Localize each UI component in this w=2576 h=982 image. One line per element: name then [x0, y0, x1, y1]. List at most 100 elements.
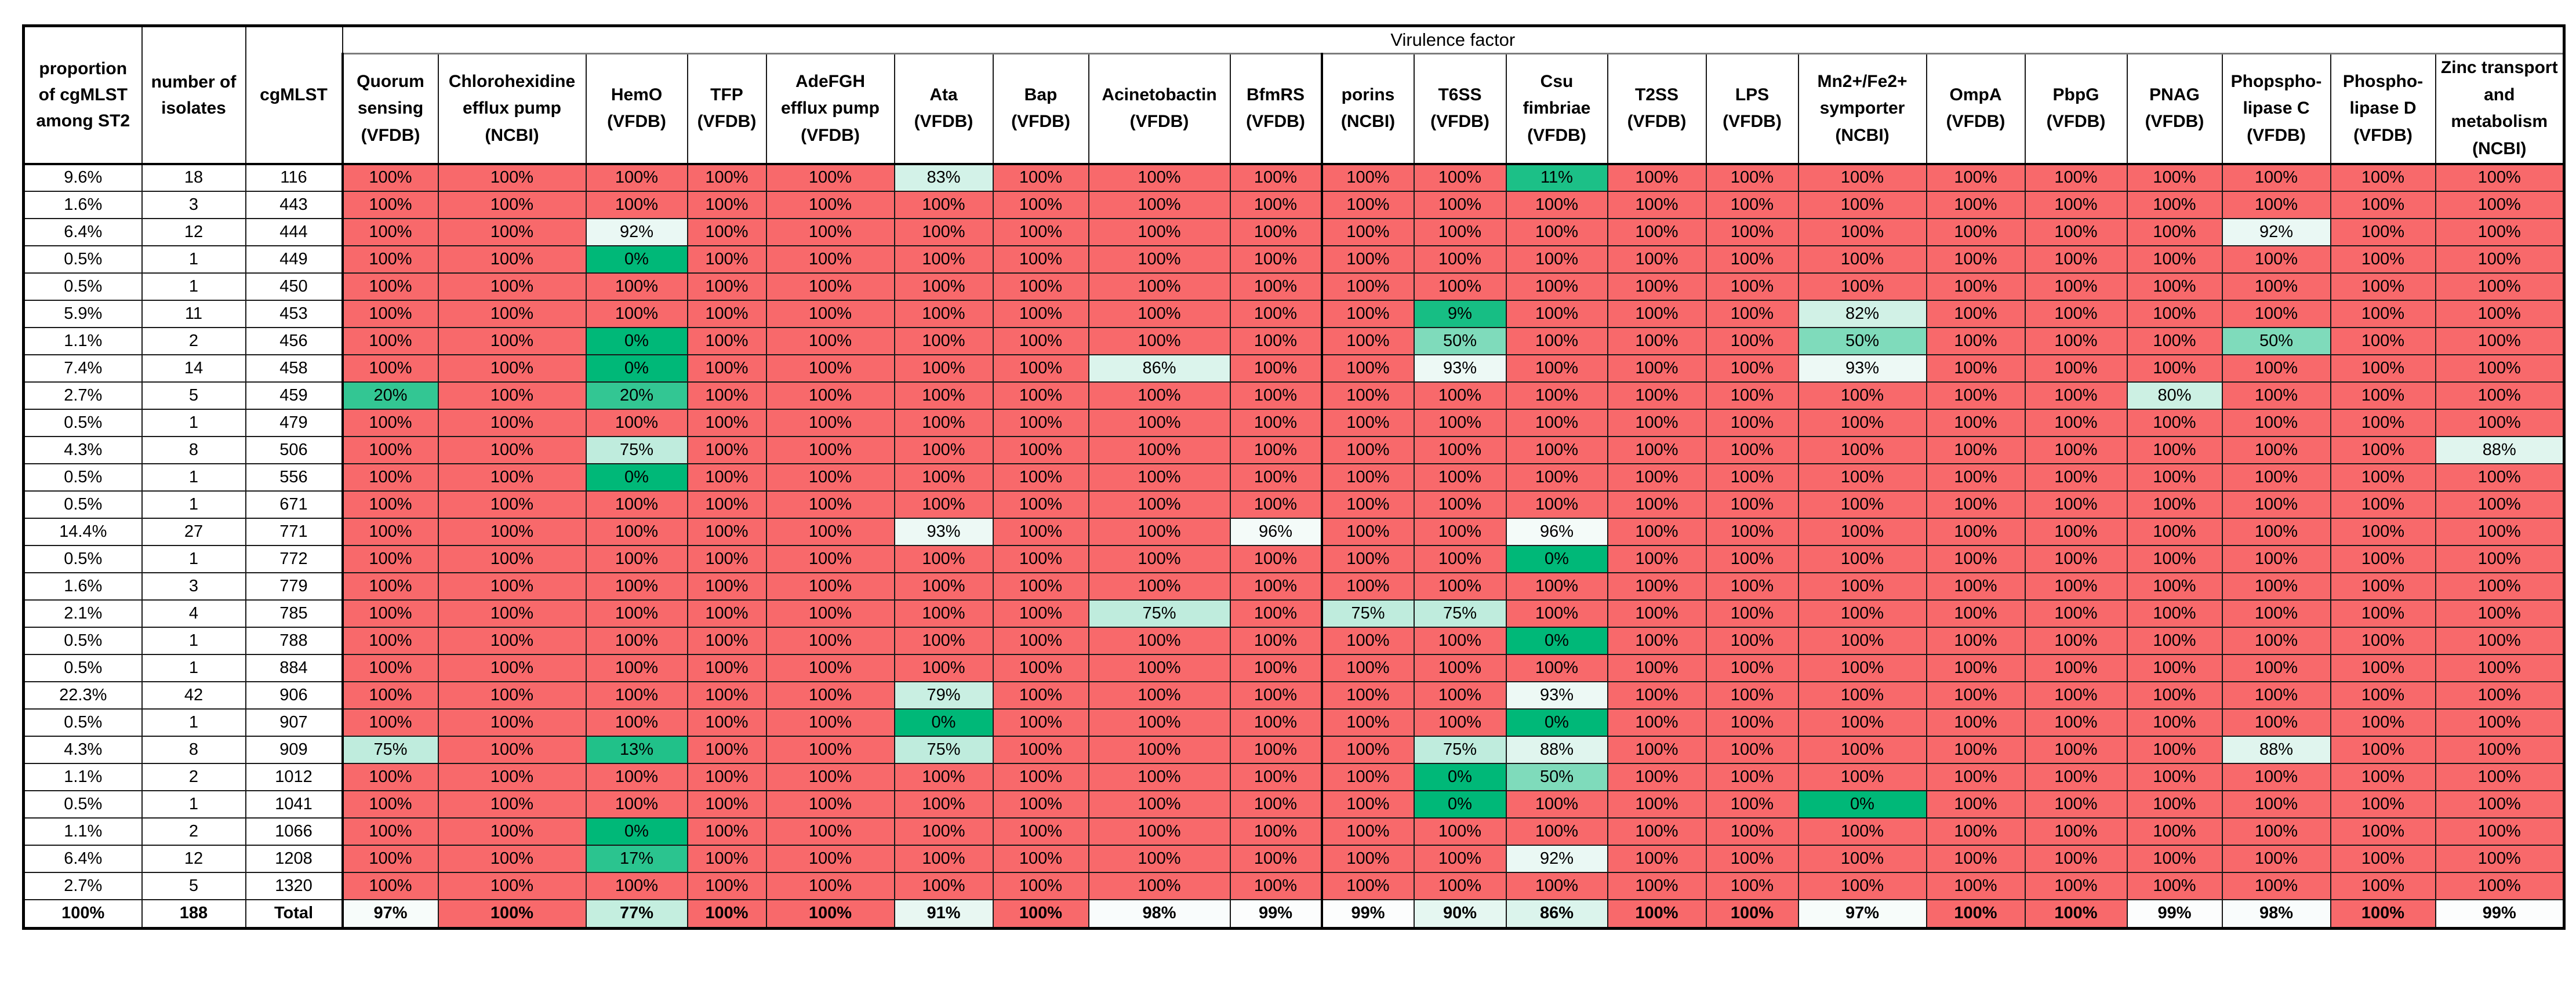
- col-header-quorum-sensing-vfdb: Quorum sensing (VFDB): [341, 53, 439, 165]
- value-cell: 100%: [1925, 408, 2026, 437]
- value-cell: 100%: [2435, 735, 2565, 764]
- value-cell: 100%: [1088, 299, 1231, 328]
- value-cell: 100%: [1229, 626, 1322, 655]
- value-cell: 100%: [2435, 299, 2565, 328]
- value-cell: 100%: [1505, 326, 1608, 355]
- value-cell: 100%: [1229, 381, 1322, 410]
- value-cell: 100%: [2024, 626, 2128, 655]
- value-cell: 99%: [1320, 899, 1415, 929]
- value-cell: 100%: [2126, 490, 2223, 519]
- value-cell: 100%: [437, 653, 587, 682]
- value-cell: 100%: [437, 762, 587, 791]
- value-cell: 100%: [1413, 572, 1507, 601]
- value-cell: 100%: [2330, 463, 2436, 492]
- value-cell: 100%: [1925, 463, 2026, 492]
- value-cell: 100%: [341, 572, 439, 601]
- value-cell: 100%: [2330, 626, 2436, 655]
- value-cell: 100%: [992, 681, 1089, 710]
- proportion-cell: 1.6%: [23, 572, 143, 601]
- value-cell: 100%: [1705, 381, 1799, 410]
- value-cell: 100%: [1088, 408, 1231, 437]
- value-cell: 100%: [341, 217, 439, 246]
- value-cell: 100%: [765, 681, 895, 710]
- cgmlst-cell: 884: [245, 653, 343, 682]
- value-cell: 100%: [1088, 653, 1231, 682]
- proportion-cell: 14.4%: [23, 517, 143, 546]
- col-header-proportion-of-cgmlst-among-st2: proportion of cgMLST among ST2: [23, 25, 143, 165]
- value-cell: 100%: [437, 326, 587, 355]
- value-cell: 100%: [1705, 190, 1799, 219]
- value-cell: 0%: [1505, 626, 1608, 655]
- value-cell: 100%: [1797, 572, 1927, 601]
- value-cell: 100%: [437, 844, 587, 873]
- value-cell: 100%: [1229, 681, 1322, 710]
- value-cell: 100%: [893, 408, 994, 437]
- value-cell: 100%: [2221, 762, 2331, 791]
- value-cell: 100%: [2435, 354, 2565, 383]
- table-row-1320: 2.7% 5 1320 100% 100% 100% 100% 100% 100% 100% 100…: [23, 871, 2565, 900]
- value-cell: 100%: [2126, 844, 2223, 873]
- value-cell: 99%: [2435, 899, 2565, 929]
- value-cell: 100%: [1607, 899, 1707, 929]
- cgmlst-cell: 556: [245, 463, 343, 492]
- value-cell: 100%: [1320, 190, 1415, 219]
- value-cell: 100%: [686, 708, 767, 737]
- proportion-cell: 0.5%: [23, 463, 143, 492]
- value-cell: 100%: [341, 708, 439, 737]
- col-header-tfp-vfdb: TFP (VFDB): [686, 53, 767, 165]
- value-cell: 100%: [893, 245, 994, 274]
- value-cell: 100%: [1229, 762, 1322, 791]
- col-header-ata-vfdb: Ata (VFDB): [893, 53, 994, 165]
- value-cell: 50%: [2221, 326, 2331, 355]
- table-row-1066: 1.1% 2 1066 100% 100% 0% 100% 100% 100% 100% 100% 1…: [23, 817, 2565, 846]
- value-cell: 100%: [686, 463, 767, 492]
- table-row-456: 1.1% 2 456 100% 100% 0% 100% 100% 100% 100% 100% 10…: [23, 326, 2565, 355]
- value-cell: 0%: [1505, 544, 1608, 573]
- value-cell: 100%: [341, 544, 439, 573]
- value-cell: 100%: [2435, 490, 2565, 519]
- col-header-bfmrs-vfdb: BfmRS (VFDB): [1229, 53, 1322, 165]
- value-cell: 100%: [893, 354, 994, 383]
- value-cell: 20%: [341, 381, 439, 410]
- cgmlst-cell: 1041: [245, 790, 343, 819]
- value-cell: 100%: [341, 272, 439, 301]
- isolates-cell: 1: [141, 272, 246, 301]
- value-cell: 0%: [585, 817, 688, 846]
- value-cell: 100%: [1505, 653, 1608, 682]
- value-cell: 100%: [2330, 272, 2436, 301]
- value-cell: 100%: [1607, 272, 1707, 301]
- value-cell: 100%: [1320, 681, 1415, 710]
- value-cell: 100%: [1925, 381, 2026, 410]
- value-cell: 100%: [2024, 681, 2128, 710]
- value-cell: 100%: [893, 463, 994, 492]
- value-cell: 100%: [2221, 517, 2331, 546]
- value-cell: 100%: [585, 708, 688, 737]
- value-cell: 100%: [1505, 463, 1608, 492]
- value-cell: 100%: [2126, 326, 2223, 355]
- cgmlst-cell: 116: [245, 163, 343, 192]
- value-cell: 100%: [686, 626, 767, 655]
- value-cell: 100%: [686, 490, 767, 519]
- value-cell: 100%: [992, 708, 1089, 737]
- value-cell: 100%: [1925, 735, 2026, 764]
- table-row-772: 0.5% 1 772 100% 100% 100% 100% 100% 100% 100% 100%…: [23, 544, 2565, 573]
- value-cell: 100%: [437, 435, 587, 464]
- value-cell: 100%: [2330, 899, 2436, 929]
- value-cell: 100%: [765, 572, 895, 601]
- value-cell: 100%: [2024, 735, 2128, 764]
- value-cell: 100%: [341, 326, 439, 355]
- value-cell: 11%: [1505, 163, 1608, 192]
- value-cell: 100%: [992, 790, 1089, 819]
- cgmlst-cell: 458: [245, 354, 343, 383]
- value-cell: 100%: [1925, 517, 2026, 546]
- table-row-444: 6.4% 12 444 100% 100% 92% 100% 100% 100% 100% 100%…: [23, 217, 2565, 246]
- col-header-phospho-lipase-d-vfdb: Phospho-lipase D (VFDB): [2330, 53, 2436, 165]
- value-cell: 100%: [765, 626, 895, 655]
- value-cell: 100%: [1797, 217, 1927, 246]
- value-cell: 100%: [992, 572, 1089, 601]
- isolates-cell: 1: [141, 653, 246, 682]
- value-cell: 100%: [2221, 354, 2331, 383]
- value-cell: 100%: [1320, 463, 1415, 492]
- value-cell: 100%: [1607, 544, 1707, 573]
- value-cell: 100%: [686, 681, 767, 710]
